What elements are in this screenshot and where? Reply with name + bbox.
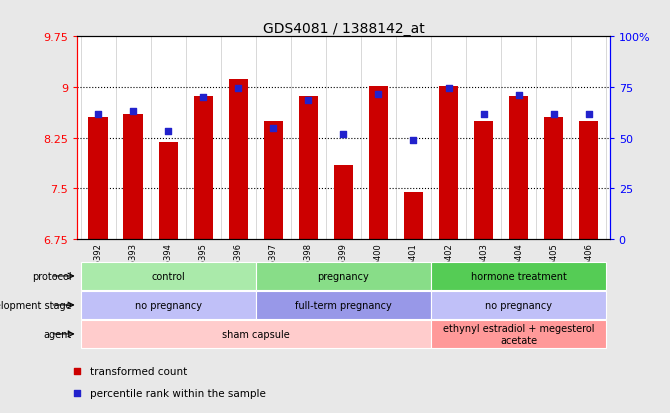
- Point: [408, 137, 419, 144]
- Point: [163, 128, 174, 135]
- Point: [338, 132, 348, 138]
- Bar: [80, 262, 256, 291]
- Point: [92, 112, 103, 118]
- Point: [338, 275, 349, 282]
- Text: protocol: protocol: [32, 271, 72, 281]
- Text: pregnancy: pregnancy: [318, 271, 369, 281]
- Point: [233, 86, 244, 93]
- Point: [513, 93, 524, 99]
- Point: [548, 112, 559, 118]
- Bar: [334, 165, 353, 240]
- Bar: [474, 121, 493, 240]
- Bar: [431, 291, 606, 320]
- Point: [443, 86, 454, 93]
- Bar: [439, 86, 458, 240]
- Text: percentile rank within the sample: percentile rank within the sample: [90, 388, 266, 399]
- Bar: [431, 262, 606, 291]
- Bar: [88, 118, 108, 240]
- Bar: [80, 320, 431, 349]
- Point: [478, 112, 489, 118]
- Point: [584, 112, 594, 118]
- Text: hormone treatment: hormone treatment: [470, 271, 567, 281]
- Text: control: control: [151, 271, 185, 281]
- Text: sham capsule: sham capsule: [222, 329, 289, 339]
- Bar: [80, 291, 256, 320]
- Bar: [544, 118, 563, 240]
- Point: [198, 95, 208, 101]
- Text: agent: agent: [44, 329, 72, 339]
- Bar: [256, 262, 431, 291]
- Point: [303, 98, 314, 104]
- Text: development stage: development stage: [0, 300, 72, 310]
- Title: GDS4081 / 1388142_at: GDS4081 / 1388142_at: [263, 22, 424, 36]
- Bar: [299, 97, 318, 240]
- Bar: [404, 192, 423, 240]
- Point: [268, 125, 279, 131]
- Bar: [159, 143, 178, 240]
- Text: ethynyl estradiol + megesterol
acetate: ethynyl estradiol + megesterol acetate: [443, 323, 594, 345]
- Bar: [264, 121, 283, 240]
- Text: full-term pregnancy: full-term pregnancy: [295, 300, 392, 310]
- Bar: [123, 115, 143, 240]
- Bar: [431, 320, 606, 349]
- Bar: [369, 86, 388, 240]
- Bar: [256, 291, 431, 320]
- Text: transformed count: transformed count: [90, 366, 188, 376]
- Text: no pregnancy: no pregnancy: [485, 300, 552, 310]
- Text: no pregnancy: no pregnancy: [135, 300, 202, 310]
- Point: [128, 108, 139, 115]
- Bar: [579, 121, 598, 240]
- Point: [338, 69, 349, 76]
- Point: [373, 91, 384, 98]
- Bar: [228, 80, 248, 240]
- Bar: [194, 97, 213, 240]
- Bar: [509, 97, 528, 240]
